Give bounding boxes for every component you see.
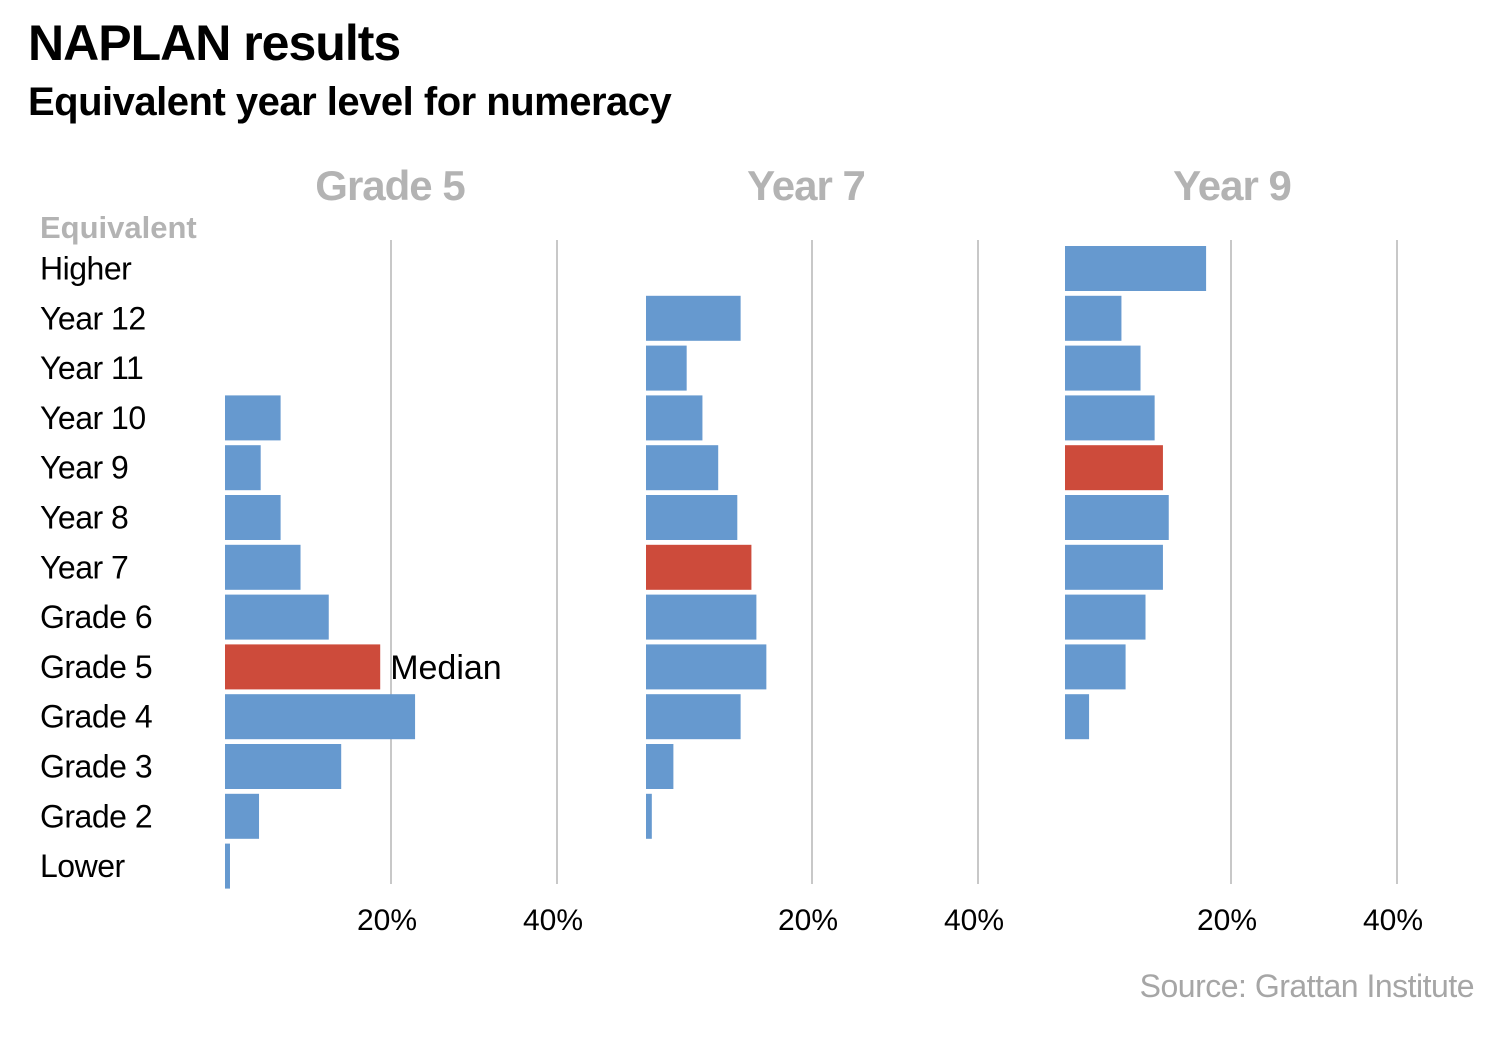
- category-label-higher: Higher: [40, 251, 132, 287]
- category-label-grade-3: Grade 3: [40, 749, 152, 785]
- category-label-grade-4: Grade 4: [40, 699, 152, 735]
- bar-year-7-grade-3: [646, 744, 673, 789]
- bar-year-7-grade-6: [646, 595, 756, 640]
- bar-year-9-grade-4: [1065, 694, 1089, 739]
- bar-year-9-year-8: [1065, 495, 1169, 540]
- tick-label-grade-5-20: 20%: [357, 904, 417, 937]
- category-label-grade-6: Grade 6: [40, 599, 152, 635]
- category-label-grade-2: Grade 2: [40, 798, 152, 834]
- source-note: Source: Grattan Institute: [1140, 968, 1474, 1005]
- category-label-year-9: Year 9: [40, 450, 128, 486]
- bar-grade-5-grade-5-median: [225, 644, 380, 689]
- bar-year-7-year-9: [646, 445, 718, 490]
- bar-year-9-year-10: [1065, 395, 1155, 440]
- category-label-year-10: Year 10: [40, 400, 146, 436]
- bar-grade-5-grade-6: [225, 595, 329, 640]
- bar-year-7-grade-2: [646, 794, 652, 839]
- bar-year-7-year-7-median: [646, 545, 751, 590]
- panel-title-year-9: Year 9: [1173, 162, 1291, 209]
- bar-year-7-grade-5: [646, 644, 766, 689]
- category-label-year-12: Year 12: [40, 300, 146, 336]
- bar-year-7-year-11: [646, 346, 687, 391]
- bar-year-9-grade-5: [1065, 644, 1126, 689]
- bar-year-7-year-12: [646, 296, 741, 341]
- tick-label-year-7-20: 20%: [778, 904, 838, 937]
- panel-title-grade-5: Grade 5: [315, 162, 465, 209]
- bar-grade-5-grade-3: [225, 744, 341, 789]
- median-label: Median: [390, 649, 502, 687]
- bar-grade-5-year-9: [225, 445, 261, 490]
- bar-year-9-year-7: [1065, 545, 1163, 590]
- bar-grade-5-year-8: [225, 495, 281, 540]
- bar-year-9-grade-6: [1065, 595, 1146, 640]
- panel-title-year-7: Year 7: [747, 162, 865, 209]
- bar-year-9-year-11: [1065, 346, 1141, 391]
- category-header: Equivalent: [40, 210, 197, 245]
- bar-grade-5-grade-4: [225, 694, 415, 739]
- category-label-lower: Lower: [40, 848, 126, 884]
- category-label-year-8: Year 8: [40, 500, 128, 536]
- tick-label-year-9-20: 20%: [1197, 904, 1257, 937]
- category-label-grade-5: Grade 5: [40, 649, 152, 685]
- bar-grade-5-grade-2: [225, 794, 259, 839]
- bar-grade-5-year-10: [225, 395, 281, 440]
- bar-year-7-grade-4: [646, 694, 741, 739]
- bar-grade-5-lower: [225, 844, 230, 889]
- category-label-year-11: Year 11: [40, 350, 143, 386]
- tick-label-year-7-40: 40%: [944, 904, 1004, 937]
- bar-year-9-higher: [1065, 246, 1206, 291]
- bar-year-7-year-8: [646, 495, 737, 540]
- tick-label-grade-5-40: 40%: [523, 904, 583, 937]
- bar-year-7-year-10: [646, 395, 702, 440]
- bar-year-9-year-9-median: [1065, 445, 1163, 490]
- bar-grade-5-year-7: [225, 545, 301, 590]
- tick-label-year-9-40: 40%: [1363, 904, 1423, 937]
- category-label-year-7: Year 7: [40, 549, 128, 585]
- bar-year-9-year-12: [1065, 296, 1121, 341]
